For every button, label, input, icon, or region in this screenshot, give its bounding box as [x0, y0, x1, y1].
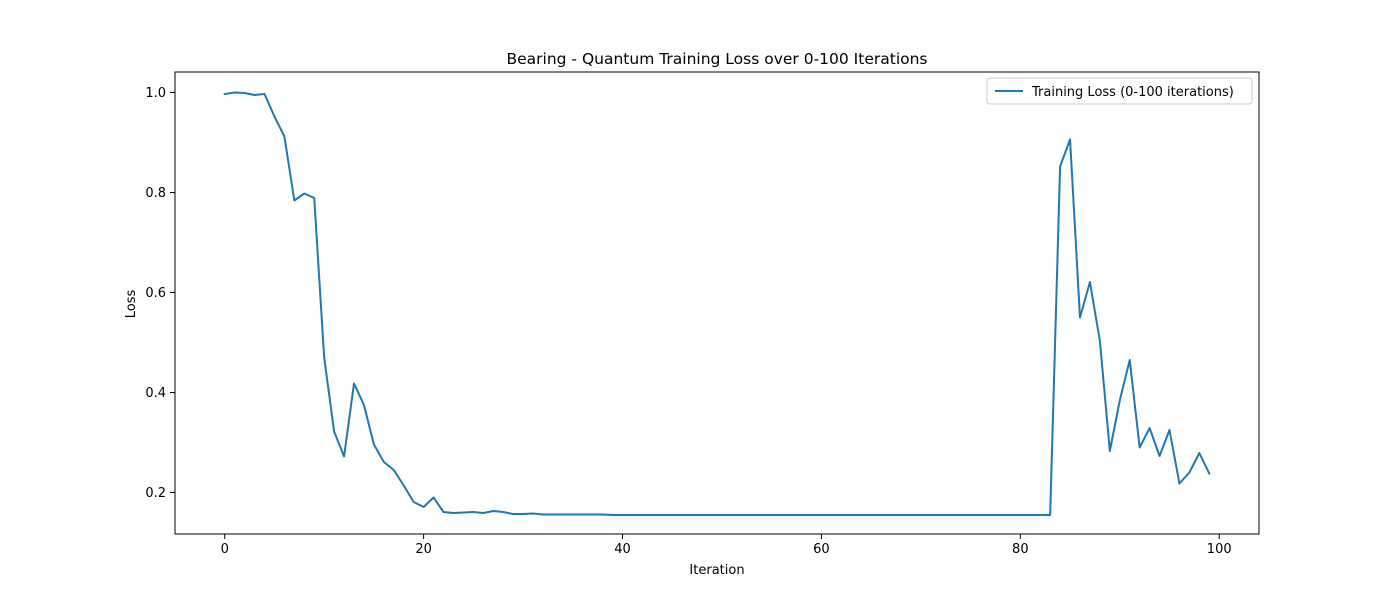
y-axis-label: Loss [124, 290, 139, 319]
legend-entry-label: Training Loss (0-100 iterations) [1031, 85, 1234, 100]
legend: Training Loss (0-100 iterations) [986, 77, 1253, 105]
x-tick-label: 100 [1207, 542, 1232, 557]
y-tick-label: 0.2 [145, 486, 166, 501]
chart-title: Bearing - Quantum Training Loss over 0-1… [506, 50, 927, 68]
y-tick-label: 0.8 [145, 186, 166, 201]
x-axis: 0 20 40 60 80 100 [221, 534, 1232, 557]
y-tick-label: 0.4 [145, 386, 166, 401]
y-tick-label: 1.0 [145, 86, 166, 101]
y-axis: 0.2 0.4 0.6 0.8 1.0 [145, 86, 175, 501]
series-line-training-loss [223, 91, 1211, 516]
plot-area [223, 91, 1211, 516]
x-tick-label: 60 [813, 542, 830, 557]
x-tick-label: 0 [221, 542, 229, 557]
x-tick-label: 80 [1012, 542, 1029, 557]
x-tick-label: 40 [614, 542, 631, 557]
x-axis-label: Iteration [689, 563, 744, 578]
legend-box [986, 77, 1253, 105]
plot-frame [174, 71, 1260, 535]
x-tick-label: 20 [415, 542, 432, 557]
y-tick-label: 0.6 [145, 286, 166, 301]
